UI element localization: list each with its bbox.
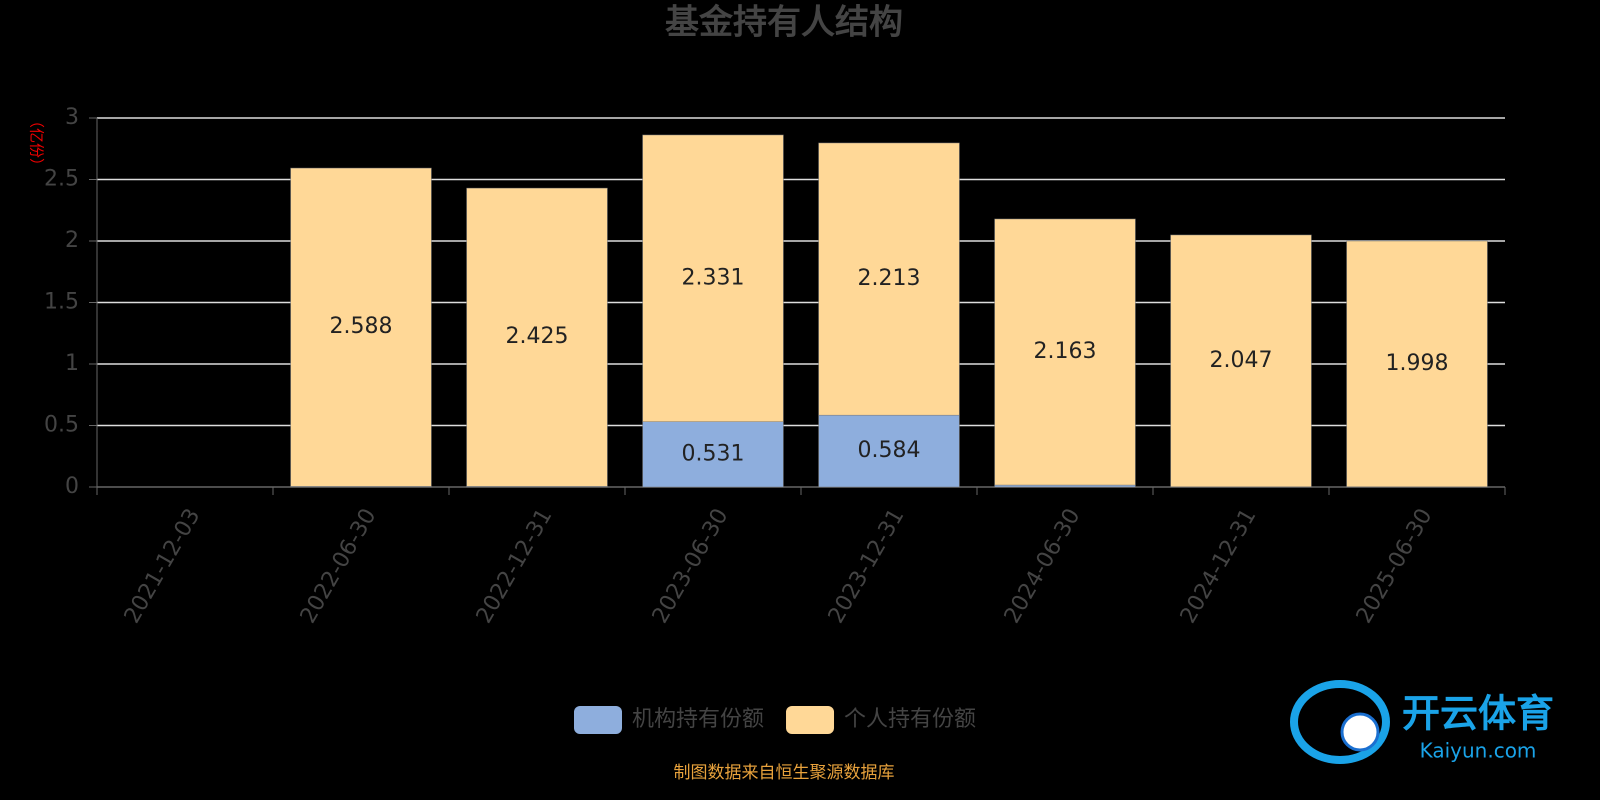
y-tick-label: 2.5 <box>44 167 79 192</box>
data-label: 1.998 <box>1386 351 1449 376</box>
data-label: 0.584 <box>858 438 921 463</box>
bar-segment <box>818 414 960 488</box>
data-label: 2.331 <box>682 265 745 290</box>
x-tick-label: 2023-12-31 <box>824 505 910 628</box>
x-tick-label: 2024-06-30 <box>1000 505 1086 628</box>
x-tick-label: 2022-06-30 <box>296 505 382 628</box>
data-label: 2.047 <box>1210 348 1273 373</box>
bar-segment <box>994 484 1136 488</box>
legend-swatch <box>574 706 622 734</box>
data-label: 0.531 <box>682 441 745 466</box>
y-tick-label: 1.5 <box>44 290 79 315</box>
data-label: 2.213 <box>858 266 921 291</box>
watermark-site: Kaiyun.com <box>1420 739 1537 763</box>
bar-segment <box>642 134 784 422</box>
x-tick-label: 2025-06-30 <box>1352 505 1438 628</box>
bar-segment <box>818 142 960 416</box>
watermark-brand: 开云体育 <box>1402 692 1554 736</box>
bar-segment <box>1170 234 1312 488</box>
legend-label: 个人持有份额 <box>844 707 976 732</box>
y-tick-label: 0.5 <box>44 413 79 438</box>
x-tick-label: 2023-06-30 <box>648 505 734 628</box>
y-tick-label: 1 <box>65 351 79 376</box>
bar-segment <box>994 218 1136 486</box>
chart-title: 基金持有人结构 <box>665 3 903 43</box>
watermark-ball <box>1340 712 1380 752</box>
y-tick-label: 0 <box>65 474 79 499</box>
chart: 基金持有人结构 （亿份） 制图数据来自恒生聚源数据库 开云体育 Kaiyun.c… <box>28 3 1555 784</box>
x-tick-label: 2021-12-03 <box>120 505 206 628</box>
bar-segment <box>642 421 784 488</box>
legend-label: 机构持有份额 <box>632 707 764 732</box>
bar-segment <box>466 187 608 487</box>
y-tick-label: 2 <box>65 228 79 253</box>
data-label: 2.588 <box>330 314 393 339</box>
source-note: 制图数据来自恒生聚源数据库 <box>674 763 895 783</box>
data-label: 2.425 <box>506 324 569 349</box>
y-tick-label: 3 <box>65 105 79 130</box>
bar-segment <box>290 167 432 487</box>
watermark: 开云体育 Kaiyun.com <box>1290 680 1554 764</box>
watermark-logo <box>1290 680 1390 764</box>
bar-segment <box>1346 240 1488 488</box>
data-label: 2.163 <box>1034 339 1097 364</box>
x-tick-label: 2022-12-31 <box>472 505 558 628</box>
legend-item[interactable]: 个人持有份额 <box>786 706 976 734</box>
legend-swatch <box>786 706 835 734</box>
x-tick-label: 2024-12-31 <box>1176 505 1262 628</box>
legend-item[interactable]: 机构持有份额 <box>574 706 764 734</box>
y-axis-label: （亿份） <box>28 113 46 173</box>
